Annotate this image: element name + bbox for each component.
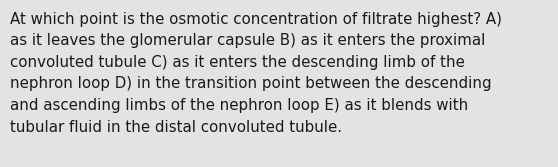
Text: At which point is the osmotic concentration of filtrate highest? A)
as it leaves: At which point is the osmotic concentrat… [10, 12, 502, 135]
